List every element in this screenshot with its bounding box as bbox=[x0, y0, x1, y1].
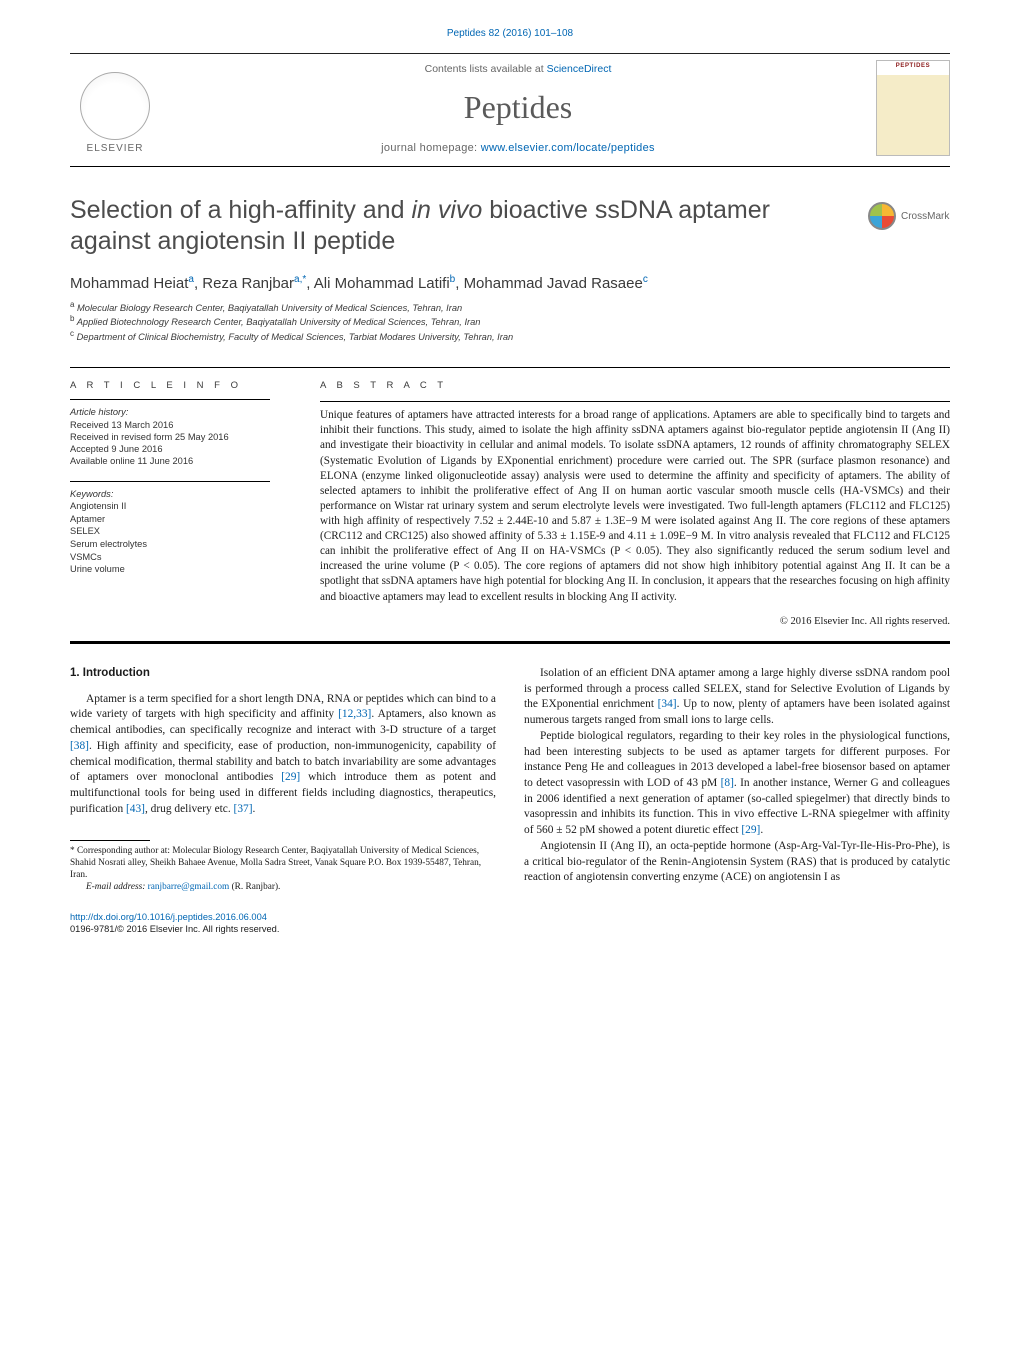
homepage-url[interactable]: www.elsevier.com/locate/peptides bbox=[481, 142, 655, 154]
contents-prefix: Contents lists available at bbox=[425, 63, 547, 75]
cite-43[interactable]: [43] bbox=[126, 803, 145, 815]
keywords: Keywords: Angiotensin II Aptamer SELEX S… bbox=[70, 488, 288, 576]
article-history: Article history: Received 13 March 2016 … bbox=[70, 406, 288, 466]
abstract-text: Unique features of aptamers have attract… bbox=[320, 408, 950, 604]
kw-6: Urine volume bbox=[70, 563, 288, 576]
author-4-aff: c bbox=[643, 274, 648, 285]
title-block: Selection of a high-affinity and in vivo… bbox=[70, 167, 950, 353]
rule-below-abstract bbox=[70, 641, 950, 644]
author-2: Reza Ranjbar bbox=[202, 275, 294, 292]
affil-a: Molecular Biology Research Center, Baqiy… bbox=[77, 303, 462, 313]
cite-8[interactable]: [8] bbox=[721, 777, 734, 789]
author-1: Mohammad Heiat bbox=[70, 275, 188, 292]
paper-title: Selection of a high-affinity and in vivo… bbox=[70, 195, 830, 258]
column-right: Isolation of an efficient DNA aptamer am… bbox=[524, 666, 950, 935]
corr-label: * Corresponding author at: bbox=[70, 846, 172, 856]
cite-29b[interactable]: [29] bbox=[741, 824, 760, 836]
footnote-sep bbox=[70, 840, 150, 841]
journal-title: Peptides bbox=[160, 89, 876, 126]
footnotes: * Corresponding author at: Molecular Bio… bbox=[70, 845, 496, 893]
received-date: Received 13 March 2016 bbox=[70, 419, 288, 431]
masthead: ELSEVIER Contents lists available at Sci… bbox=[70, 54, 950, 166]
kw-1: Angiotensin II bbox=[70, 500, 288, 513]
column-left: 1. Introduction Aptamer is a term specif… bbox=[70, 666, 496, 935]
elsevier-logo: ELSEVIER bbox=[70, 62, 160, 154]
cite-37[interactable]: [37] bbox=[234, 803, 253, 815]
info-sep-1 bbox=[70, 399, 270, 400]
elsevier-tree-icon bbox=[80, 72, 150, 140]
revised-date: Received in revised form 25 May 2016 bbox=[70, 431, 288, 443]
p1-e: , drug delivery etc. bbox=[145, 803, 234, 815]
title-part1: Selection of a high-affinity and bbox=[70, 196, 411, 224]
cite-12-33[interactable]: [12,33] bbox=[338, 708, 371, 720]
author-2-aff: a,* bbox=[294, 274, 306, 285]
kw-3: SELEX bbox=[70, 525, 288, 538]
crossmark-badge[interactable]: CrossMark bbox=[868, 195, 950, 237]
author-4: Mohammad Javad Rasaee bbox=[464, 275, 643, 292]
online-date: Available online 11 June 2016 bbox=[70, 455, 288, 467]
homepage-label: journal homepage: bbox=[381, 142, 481, 154]
abstract: a b s t r a c t Unique features of aptam… bbox=[302, 368, 950, 640]
crossmark-label: CrossMark bbox=[901, 211, 949, 222]
doi-block: http://dx.doi.org/10.1016/j.peptides.201… bbox=[70, 911, 496, 935]
article-info: a r t i c l e i n f o Article history: R… bbox=[70, 368, 302, 640]
p1-f: . bbox=[253, 803, 256, 815]
accepted-date: Accepted 9 June 2016 bbox=[70, 443, 288, 455]
authors-line: Mohammad Heiata, Reza Ranjbara,*, Ali Mo… bbox=[70, 274, 950, 292]
affil-b: Applied Biotechnology Research Center, B… bbox=[77, 317, 481, 327]
p3-c: . bbox=[760, 824, 763, 836]
cite-29[interactable]: [29] bbox=[281, 771, 300, 783]
sciencedirect-link[interactable]: ScienceDirect bbox=[547, 63, 612, 75]
issn-copyright: 0196-9781/© 2016 Elsevier Inc. All right… bbox=[70, 923, 496, 935]
section-1-heading: 1. Introduction bbox=[70, 666, 496, 682]
p4: Angiotensin II (Ang II), an octa-peptide… bbox=[524, 839, 950, 886]
body-columns: 1. Introduction Aptamer is a term specif… bbox=[70, 666, 950, 935]
journal-homepage: journal homepage: www.elsevier.com/locat… bbox=[160, 142, 876, 154]
crossmark-icon bbox=[868, 202, 896, 230]
abstract-heading: a b s t r a c t bbox=[320, 380, 950, 393]
email-owner: (R. Ranjbar). bbox=[229, 882, 280, 892]
keywords-label: Keywords: bbox=[70, 488, 288, 501]
contents-line: Contents lists available at ScienceDirec… bbox=[160, 63, 876, 75]
info-abstract-row: a r t i c l e i n f o Article history: R… bbox=[70, 367, 950, 641]
abstract-copyright: © 2016 Elsevier Inc. All rights reserved… bbox=[320, 615, 950, 629]
history-label: Article history: bbox=[70, 406, 288, 418]
author-3: Ali Mohammad Latifi bbox=[314, 275, 450, 292]
kw-2: Aptamer bbox=[70, 513, 288, 526]
article-info-heading: a r t i c l e i n f o bbox=[70, 380, 288, 391]
cite-38[interactable]: [38] bbox=[70, 740, 89, 752]
doi-link[interactable]: http://dx.doi.org/10.1016/j.peptides.201… bbox=[70, 911, 496, 923]
elsevier-label: ELSEVIER bbox=[87, 143, 144, 154]
header-citation: Peptides 82 (2016) 101–108 bbox=[70, 28, 950, 39]
kw-5: VSMCs bbox=[70, 551, 288, 564]
corr-email[interactable]: ranjbarre@gmail.com bbox=[148, 882, 230, 892]
cite-34[interactable]: [34] bbox=[658, 698, 677, 710]
affil-c: Department of Clinical Biochemistry, Fac… bbox=[77, 332, 514, 342]
title-italic: in vivo bbox=[411, 196, 482, 224]
email-label: E-mail address: bbox=[86, 882, 148, 892]
author-3-aff: b bbox=[450, 274, 456, 285]
abstract-sep bbox=[320, 401, 950, 402]
author-1-aff: a bbox=[188, 274, 194, 285]
kw-4: Serum electrolytes bbox=[70, 538, 288, 551]
info-sep-2 bbox=[70, 481, 270, 482]
journal-cover-thumb bbox=[876, 60, 950, 156]
affiliations: a Molecular Biology Research Center, Baq… bbox=[70, 300, 950, 344]
